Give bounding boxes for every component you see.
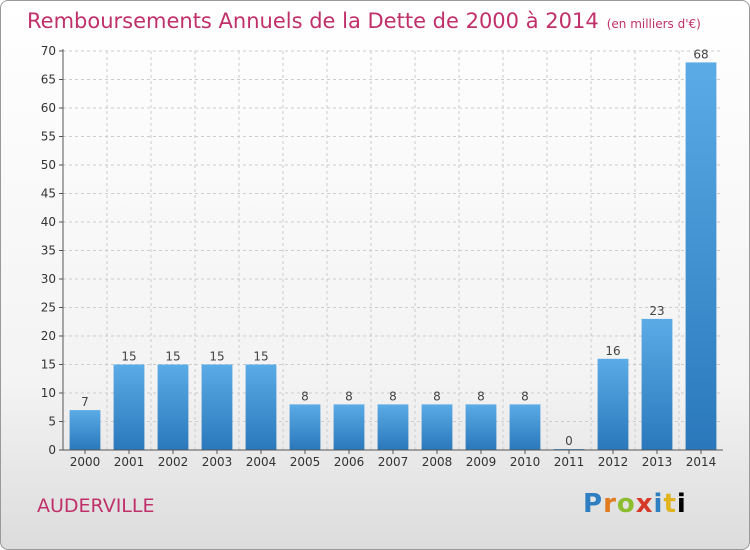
logo-letter: i	[676, 489, 687, 519]
value-label-2004: 15	[253, 350, 268, 364]
bar-2003	[201, 364, 233, 450]
bar-2000	[69, 410, 101, 450]
x-tick-label-2013: 2013	[642, 455, 673, 469]
value-label-2001: 15	[121, 350, 136, 364]
logo-letter: o	[616, 489, 636, 519]
x-tick-label-2014: 2014	[686, 455, 717, 469]
x-tick-label-2012: 2012	[598, 455, 629, 469]
bar-2014	[685, 62, 717, 451]
value-label-2014: 68	[693, 47, 708, 61]
value-label-2000: 7	[81, 395, 89, 409]
value-label-2012: 16	[605, 344, 620, 358]
logo-letter: r	[603, 489, 617, 519]
value-label-2013: 23	[649, 304, 664, 318]
bar-2006	[333, 404, 365, 450]
y-tick-label: 65	[41, 73, 56, 87]
y-tick-label: 25	[41, 301, 56, 315]
proxiti-logo: Proxiti	[583, 489, 687, 519]
x-tick-label-2000: 2000	[70, 455, 101, 469]
logo-letter: t	[663, 489, 677, 519]
y-tick-label: 5	[48, 415, 56, 429]
x-tick-label-2008: 2008	[422, 455, 453, 469]
chart-title: Remboursements Annuels de la Dette de 20…	[27, 9, 701, 33]
labels-layer: 7 2000 15 2001 15 2002 15 2003 15 2004 8 2005 8 2006 8…	[70, 47, 717, 469]
value-label-2006: 8	[345, 389, 353, 403]
bar-2009	[465, 404, 497, 450]
value-label-2008: 8	[433, 389, 441, 403]
value-label-2011: 0	[565, 434, 573, 448]
x-tick-label-2011: 2011	[554, 455, 585, 469]
y-tick-label: 45	[41, 187, 56, 201]
y-tick-label: 55	[41, 130, 56, 144]
y-tick-label: 35	[41, 244, 56, 258]
value-label-2003: 15	[209, 350, 224, 364]
x-tick-label-2009: 2009	[466, 455, 497, 469]
y-tick-label: 60	[41, 101, 56, 115]
value-label-2010: 8	[521, 389, 529, 403]
bars-layer	[69, 62, 717, 451]
chart-unit: (en milliers d'€)	[606, 17, 701, 31]
x-tick-label-2004: 2004	[246, 455, 277, 469]
x-tick-label-2002: 2002	[158, 455, 189, 469]
bar-2005	[289, 404, 321, 450]
x-tick-label-2003: 2003	[202, 455, 233, 469]
x-tick-label-2001: 2001	[114, 455, 145, 469]
value-label-2007: 8	[389, 389, 397, 403]
bar-2013	[641, 318, 673, 450]
x-tick-label-2010: 2010	[510, 455, 541, 469]
bar-2010	[509, 404, 541, 450]
bar-2008	[421, 404, 453, 450]
commune-name: AUDERVILLE	[37, 495, 155, 517]
x-tick-label-2006: 2006	[334, 455, 365, 469]
y-tick-label: 15	[41, 358, 56, 372]
y-tick-label: 70	[41, 44, 56, 58]
bar-2004	[245, 364, 277, 450]
chart-title-text: Remboursements Annuels de la Dette de 20…	[27, 9, 599, 33]
value-label-2005: 8	[301, 389, 309, 403]
y-tick-label: 40	[41, 215, 56, 229]
logo-letter: i	[653, 489, 664, 519]
y-tick-label: 10	[41, 386, 56, 400]
x-tick-label-2007: 2007	[378, 455, 409, 469]
bar-2007	[377, 404, 409, 450]
bar-2002	[157, 364, 189, 450]
bar-2001	[113, 364, 145, 450]
bar-2012	[597, 358, 629, 450]
value-label-2009: 8	[477, 389, 485, 403]
y-tick-label: 50	[41, 158, 56, 172]
y-tick-label: 20	[41, 329, 56, 343]
x-tick-label-2005: 2005	[290, 455, 321, 469]
logo-letter: P	[583, 489, 604, 519]
y-tick-label: 0	[48, 443, 56, 457]
logo-letter: x	[635, 489, 654, 519]
y-tick-label: 30	[41, 272, 56, 286]
value-label-2002: 15	[165, 350, 180, 364]
